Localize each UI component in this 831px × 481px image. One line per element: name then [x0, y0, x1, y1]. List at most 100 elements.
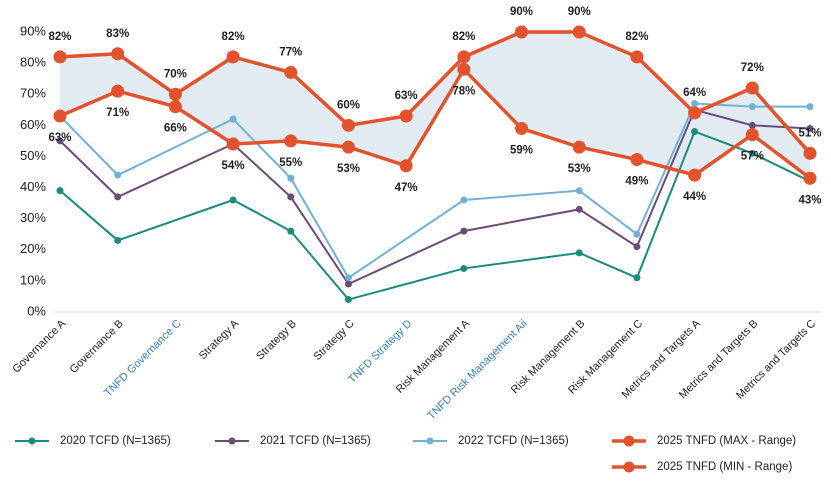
point — [56, 137, 64, 145]
point — [287, 193, 295, 201]
data-label: 43% — [798, 194, 821, 206]
data-label: 60% — [337, 99, 360, 111]
point — [460, 227, 468, 235]
series-line — [59, 66, 812, 180]
data-label: 55% — [279, 157, 302, 169]
point — [56, 187, 64, 195]
y-tick-label: 0% — [27, 303, 46, 318]
point — [341, 118, 355, 132]
y-tick-label: 50% — [20, 148, 46, 163]
point — [168, 100, 182, 114]
point — [575, 187, 583, 195]
legend-marker — [228, 437, 236, 445]
x-tick-label: Strategy C — [311, 318, 356, 363]
point — [399, 159, 413, 173]
point — [53, 50, 67, 64]
data-label: 66% — [164, 123, 187, 135]
data-label: 59% — [510, 144, 533, 156]
point — [344, 280, 352, 288]
point — [399, 109, 413, 123]
data-label: 64% — [683, 87, 706, 99]
point — [748, 149, 756, 157]
data-label: 82% — [452, 31, 475, 43]
data-label: 63% — [48, 132, 71, 144]
x-tick-label: Governance A — [10, 317, 68, 375]
y-tick-label: 10% — [20, 272, 46, 287]
data-label: 90% — [510, 6, 533, 18]
legend-marker — [623, 435, 635, 447]
point — [748, 121, 756, 129]
point — [803, 171, 817, 185]
x-tick-label: Strategy A — [197, 317, 242, 362]
data-label: 83% — [106, 28, 129, 40]
data-label: 82% — [222, 31, 245, 43]
point — [341, 140, 355, 154]
point — [284, 134, 298, 148]
data-label: 53% — [568, 163, 591, 175]
point — [572, 140, 586, 154]
point — [457, 62, 471, 76]
x-tick-label: TNFD Strategy D — [346, 318, 414, 386]
point — [575, 249, 583, 257]
point — [688, 106, 702, 120]
legend-label: 2020 TCFD (N=1365) — [60, 435, 171, 447]
point — [114, 171, 122, 179]
y-tick-label: 90% — [20, 23, 46, 38]
point — [572, 25, 586, 39]
data-label: 63% — [395, 90, 418, 102]
point — [111, 47, 125, 61]
point — [745, 128, 759, 142]
point — [806, 124, 814, 132]
point — [287, 227, 295, 235]
legend-marker — [623, 461, 635, 473]
data-label: 72% — [741, 62, 764, 74]
point — [457, 50, 471, 64]
point — [344, 274, 352, 282]
data-label: 54% — [222, 160, 245, 172]
point — [168, 87, 182, 101]
x-tick-label: Governance B — [68, 318, 126, 376]
point — [633, 274, 641, 282]
point — [745, 81, 759, 95]
point — [229, 115, 237, 123]
point — [803, 146, 817, 160]
data-label: 78% — [452, 85, 475, 97]
data-label: 47% — [395, 182, 418, 194]
data-label: 44% — [683, 191, 706, 203]
data-label: 51% — [798, 127, 821, 139]
point — [515, 121, 529, 135]
point — [748, 103, 756, 111]
point — [691, 128, 699, 136]
point — [806, 103, 814, 111]
data-label: 90% — [568, 6, 591, 18]
legend-label: 2022 TCFD (N=1365) — [458, 435, 569, 447]
point — [284, 65, 298, 79]
point — [226, 137, 240, 151]
point — [515, 25, 529, 39]
legend-label: 2025 TNFD (MAX - Range) — [657, 435, 796, 447]
point — [111, 84, 125, 98]
legend-label: 2025 TNFD (MIN - Range) — [657, 461, 792, 473]
data-label: 82% — [625, 31, 648, 43]
y-tick-label: 80% — [20, 55, 46, 70]
legend-marker — [28, 437, 36, 445]
point — [53, 109, 67, 123]
y-tick-label: 60% — [20, 117, 46, 132]
y-tick-label: 30% — [20, 210, 46, 225]
legend-marker — [426, 437, 434, 445]
y-tick-label: 40% — [20, 179, 46, 194]
series-line — [59, 30, 812, 155]
point — [344, 296, 352, 304]
data-label: 49% — [625, 176, 648, 188]
legend-label: 2021 TCFD (N=1365) — [260, 435, 371, 447]
data-label: 53% — [337, 163, 360, 175]
point — [688, 168, 702, 182]
data-label: 77% — [279, 46, 302, 58]
point — [460, 264, 468, 272]
data-label: 70% — [164, 68, 187, 80]
data-label: 71% — [106, 107, 129, 119]
point — [630, 50, 644, 64]
point — [633, 243, 641, 251]
data-label: 57% — [741, 151, 764, 163]
